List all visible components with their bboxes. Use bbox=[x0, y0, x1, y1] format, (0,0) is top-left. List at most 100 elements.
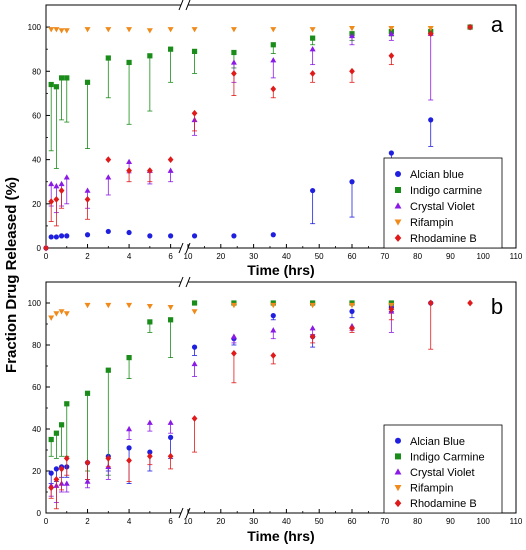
panel-a-data-point bbox=[48, 81, 54, 88]
panel-b-series-3 bbox=[48, 302, 395, 321]
panel-a: 0 20 40 60 80 100 0 2 4 6 10 20 30 40 50 60 70 80 90 100 110… bbox=[28, 0, 523, 278]
panel-b-series-0 bbox=[48, 300, 434, 485]
panel-a-data-point bbox=[53, 234, 59, 240]
panel-a-series-4 bbox=[43, 23, 473, 252]
panel-b-data-point bbox=[309, 302, 316, 309]
panel-a-data-point bbox=[270, 27, 277, 33]
panel-b-data-point bbox=[231, 350, 237, 357]
panel-a-data-point bbox=[388, 25, 395, 32]
panel-b-data-point bbox=[53, 311, 60, 317]
panel-b-data-point bbox=[167, 452, 174, 460]
panel-b-x-tick-label: 80 bbox=[413, 517, 422, 526]
panel-a-data-point bbox=[167, 167, 174, 173]
panel-a-y-tick-label: 0 bbox=[37, 244, 42, 253]
panel-b-data-point bbox=[64, 401, 70, 407]
panel-b-x-tick-label: 110 bbox=[510, 517, 523, 526]
panel-a-series-1 bbox=[48, 24, 473, 169]
panel-a-legend-marker bbox=[394, 234, 402, 242]
panel-b-y-tick-label: 20 bbox=[32, 467, 41, 476]
panel-a-data-point bbox=[388, 150, 394, 156]
panel-b-data-point bbox=[48, 315, 55, 321]
panel-b-data-point bbox=[230, 333, 237, 339]
panel-a-legend-marker bbox=[395, 187, 401, 193]
panel-b-data-point bbox=[48, 470, 54, 476]
panel-b-data-point bbox=[126, 445, 132, 451]
panel-b-series-1 bbox=[48, 300, 394, 476]
panel-a-data-point bbox=[309, 27, 316, 33]
panel-a-series-0 bbox=[43, 117, 434, 251]
panel-a-data-point bbox=[64, 233, 70, 239]
panel-b-legend-marker bbox=[394, 468, 402, 475]
panel-b-legend-label: Rifampin bbox=[410, 483, 453, 495]
panel-a-data-point bbox=[349, 32, 355, 39]
panel-a-data-point bbox=[84, 232, 91, 238]
panel-b-legend-label: Indigo Carmine bbox=[410, 451, 485, 463]
panel-a-legend-marker bbox=[394, 219, 402, 226]
panel-b-x-tick-label: 60 bbox=[348, 517, 357, 526]
panel-b-data-point bbox=[349, 308, 355, 314]
panel-a-legend-label: Rifampin bbox=[410, 217, 453, 229]
panel-a-data-point bbox=[53, 196, 60, 203]
panel-b-data-point bbox=[467, 299, 473, 307]
panel-a-data-point bbox=[168, 46, 174, 52]
panel-a-x-tick-label: 40 bbox=[282, 252, 291, 261]
panel-a-data-point bbox=[146, 167, 153, 175]
panel-a-data-point bbox=[349, 25, 355, 32]
panel-b-axis-break-gap-bottom bbox=[181, 510, 188, 516]
panel-a-data-point bbox=[126, 167, 132, 175]
panel-b-legend-marker bbox=[394, 485, 402, 492]
panel-a-data-point bbox=[84, 187, 91, 193]
panel-b-data-point bbox=[48, 436, 54, 443]
panel-a-data-point bbox=[53, 84, 59, 90]
panel-a-data-point bbox=[270, 42, 276, 48]
panel-a-data-point bbox=[230, 27, 237, 33]
panel-a-x-tick-label: 20 bbox=[216, 252, 225, 261]
panel-a-data-point bbox=[64, 75, 70, 81]
panel-a-data-point bbox=[48, 180, 55, 187]
panel-b-data-point bbox=[147, 319, 153, 325]
panel-a-data-point bbox=[84, 79, 91, 85]
panel-a-data-point bbox=[63, 28, 70, 34]
panel-b-data-point bbox=[147, 449, 153, 455]
panel-b-data-point bbox=[105, 367, 111, 373]
panel-a-y-tick-label: 80 bbox=[32, 67, 41, 76]
panel-b-legend-marker bbox=[395, 437, 401, 444]
panel-b-data-point bbox=[63, 455, 70, 462]
panel-a-data-point bbox=[105, 156, 112, 164]
panel-b-x-tick-label: 10 bbox=[184, 517, 193, 526]
panel-b-data-point bbox=[84, 302, 91, 309]
panel-a-legend-marker bbox=[395, 171, 401, 177]
panel-a-legend-label: Alcian blue bbox=[410, 169, 464, 181]
panel-b-data-point bbox=[58, 465, 65, 473]
panel-a-x-tick-label: 90 bbox=[446, 252, 455, 261]
panel-a-x-tick-label: 0 bbox=[44, 252, 49, 261]
panel-b-y-tick-label: 100 bbox=[28, 299, 42, 308]
panel-b-series-4 bbox=[48, 299, 473, 510]
panel-a-x-tick-label: 110 bbox=[510, 252, 523, 261]
panel-b-x-tick-label: 0 bbox=[44, 517, 49, 526]
panel-a-legend-box bbox=[383, 157, 503, 249]
panel-b-legend-label: Crystal Violet bbox=[410, 467, 475, 479]
panel-b-panel-label: b bbox=[491, 294, 503, 319]
panel-b-data-point bbox=[168, 317, 174, 323]
panel-a-data-point bbox=[230, 59, 237, 65]
panel-a-data-point bbox=[231, 233, 237, 239]
panel-b-data-point bbox=[53, 430, 59, 436]
panel-a-data-point bbox=[349, 179, 355, 185]
panel-b-data-point bbox=[270, 313, 276, 319]
panel-b-y-tick-label: 60 bbox=[32, 383, 41, 392]
panel-b-data-point bbox=[126, 302, 133, 309]
panel-a-x-tick-label: 70 bbox=[380, 252, 389, 261]
panel-a-series-3 bbox=[48, 25, 434, 34]
panel-a-axis-break-gap-top bbox=[181, 2, 188, 8]
panel-a-data-point bbox=[147, 233, 153, 239]
panel-a-data-point bbox=[147, 53, 153, 59]
panel-a-data-point bbox=[105, 55, 111, 61]
panel-b-data-point bbox=[168, 434, 174, 440]
panel-a-plot-frame bbox=[45, 4, 517, 249]
panel-b-series-2 bbox=[48, 308, 395, 503]
panel-b-data-point bbox=[270, 302, 277, 309]
panel-b: 0 20 40 60 80 100 0 2 4 6 10 20 30 40 50 60 70 80 90 100 110… bbox=[28, 276, 523, 544]
panel-a-data-point bbox=[270, 232, 276, 238]
panel-a-legend-label: Crystal Violet bbox=[410, 201, 475, 213]
